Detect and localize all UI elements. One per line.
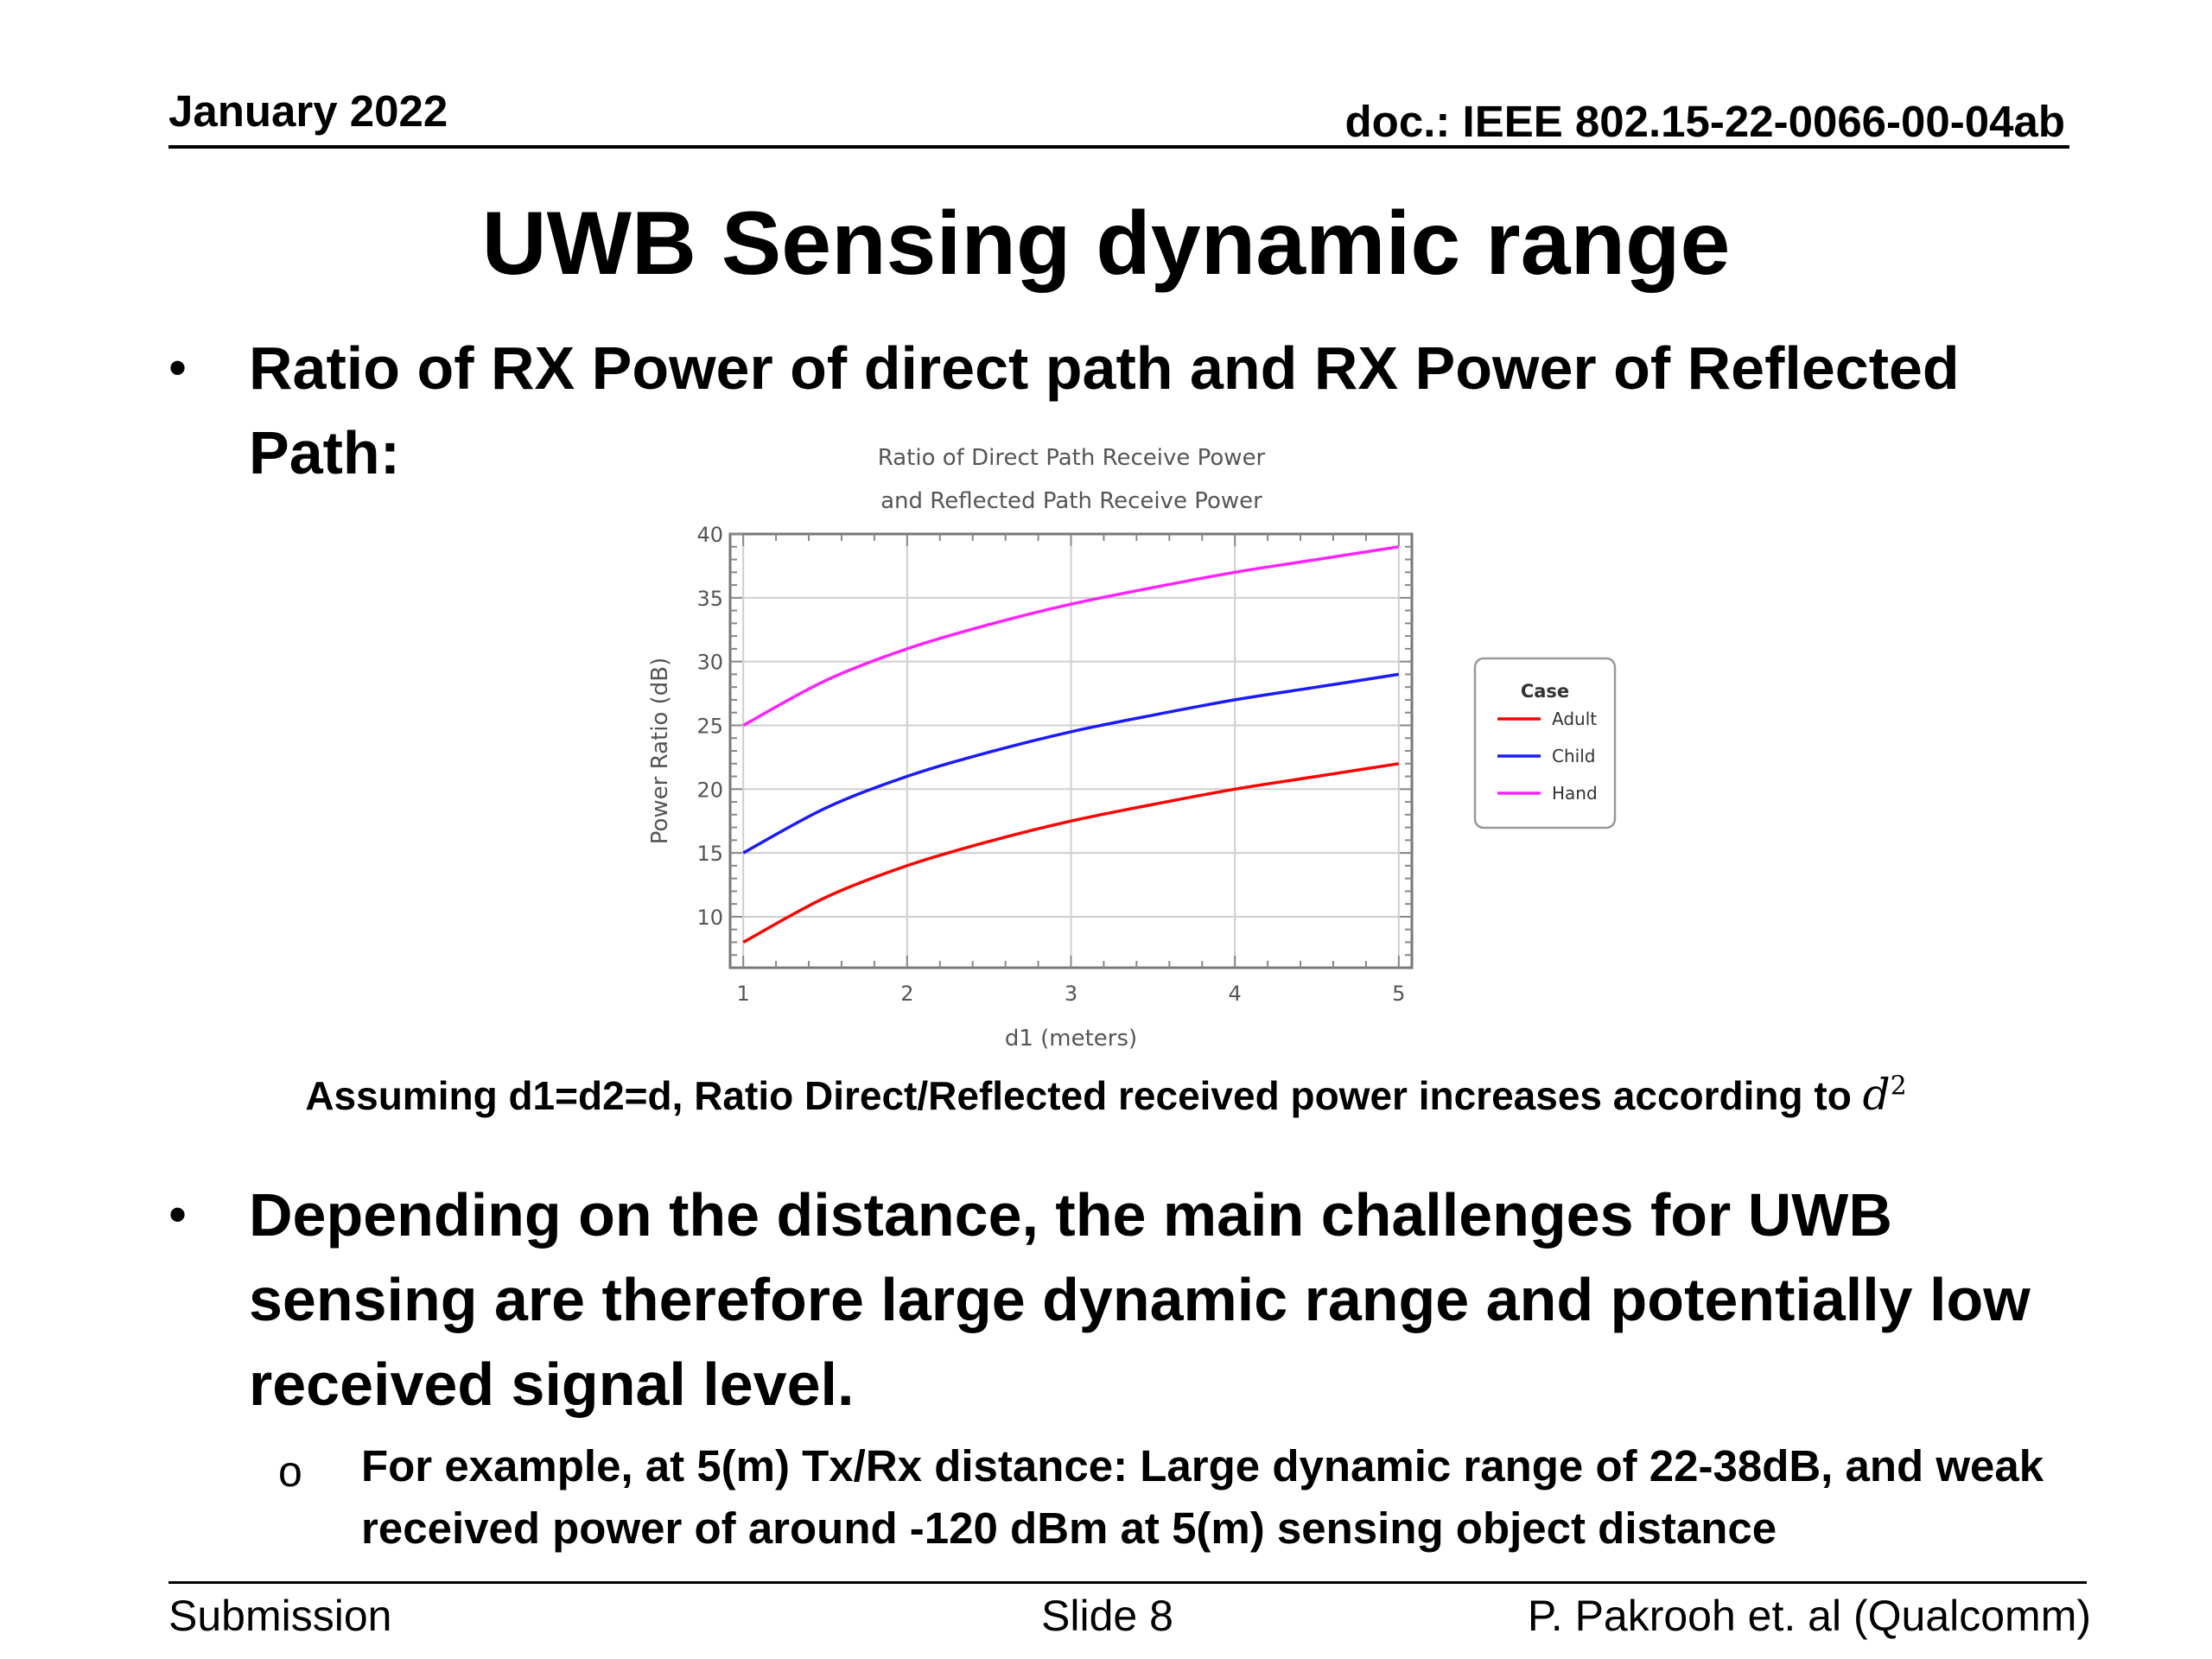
footer-submission: Submission: [168, 1592, 392, 1640]
caption-math: d2: [1862, 1070, 1907, 1120]
header-rule: [168, 145, 2069, 149]
series-line-child: [742, 672, 1400, 855]
series-line-adult: [742, 762, 1400, 944]
x-axis-label: d1 (meters): [1005, 1026, 1137, 1052]
y-tick-label: 15: [696, 842, 723, 866]
x-tick-label: 1: [737, 982, 750, 1006]
bullet-ratio-text: Ratio of RX Power of direct path and RX …: [249, 334, 1960, 486]
legend-box: [1473, 657, 1617, 830]
legend-title: Case: [1521, 681, 1569, 702]
sub-bullet-marker: o: [278, 1447, 302, 1496]
y-tick-label: 25: [696, 714, 723, 738]
x-tick-label: 4: [1229, 982, 1242, 1006]
x-tick-label: 2: [900, 982, 913, 1006]
chart-title: Ratio of Direct Path Receive Power: [878, 445, 1266, 471]
chart-caption: Assuming d1=d2=d, Ratio Direct/Reflected…: [0, 1071, 2212, 1119]
bullet-marker: •: [168, 1185, 188, 1243]
bullet-challenges-text: Depending on the distance, the main chal…: [249, 1181, 2031, 1418]
y-tick-label: 35: [696, 587, 723, 611]
y-tick-label: 10: [696, 906, 723, 930]
footer-slide-number: Slide 8: [1041, 1592, 1173, 1640]
legend-label-hand: Hand: [1552, 783, 1598, 804]
x-tick-label: 3: [1065, 982, 1077, 1006]
chart-title: and Reflected Path Receive Power: [880, 488, 1262, 514]
sub-bullet-example-text: For example, at 5(m) Tx/Rx distance: Lar…: [361, 1441, 2044, 1553]
y-tick-label: 20: [696, 778, 723, 802]
y-tick-label: 40: [696, 523, 723, 547]
y-tick-label: 30: [696, 651, 723, 675]
x-tick-label: 5: [1392, 982, 1405, 1006]
header-date: January 2022: [168, 86, 448, 136]
header-doc-id: doc.: IEEE 802.15-22-0066-00-04ab: [1344, 97, 2065, 146]
series-line-hand: [742, 545, 1400, 728]
y-axis-label: Power Ratio (dB): [647, 658, 673, 845]
bullet-marker: •: [168, 339, 188, 397]
footer-authors: P. Pakrooh et. al (Qualcomm): [1527, 1592, 2091, 1640]
caption-text: Assuming d1=d2=d, Ratio Direct/Reflected…: [305, 1073, 1863, 1118]
footer-rule: [168, 1581, 2087, 1584]
legend-label-child: Child: [1552, 746, 1595, 766]
slide-title: UWB Sensing dynamic range: [481, 194, 1731, 294]
legend-label-adult: Adult: [1552, 709, 1597, 729]
